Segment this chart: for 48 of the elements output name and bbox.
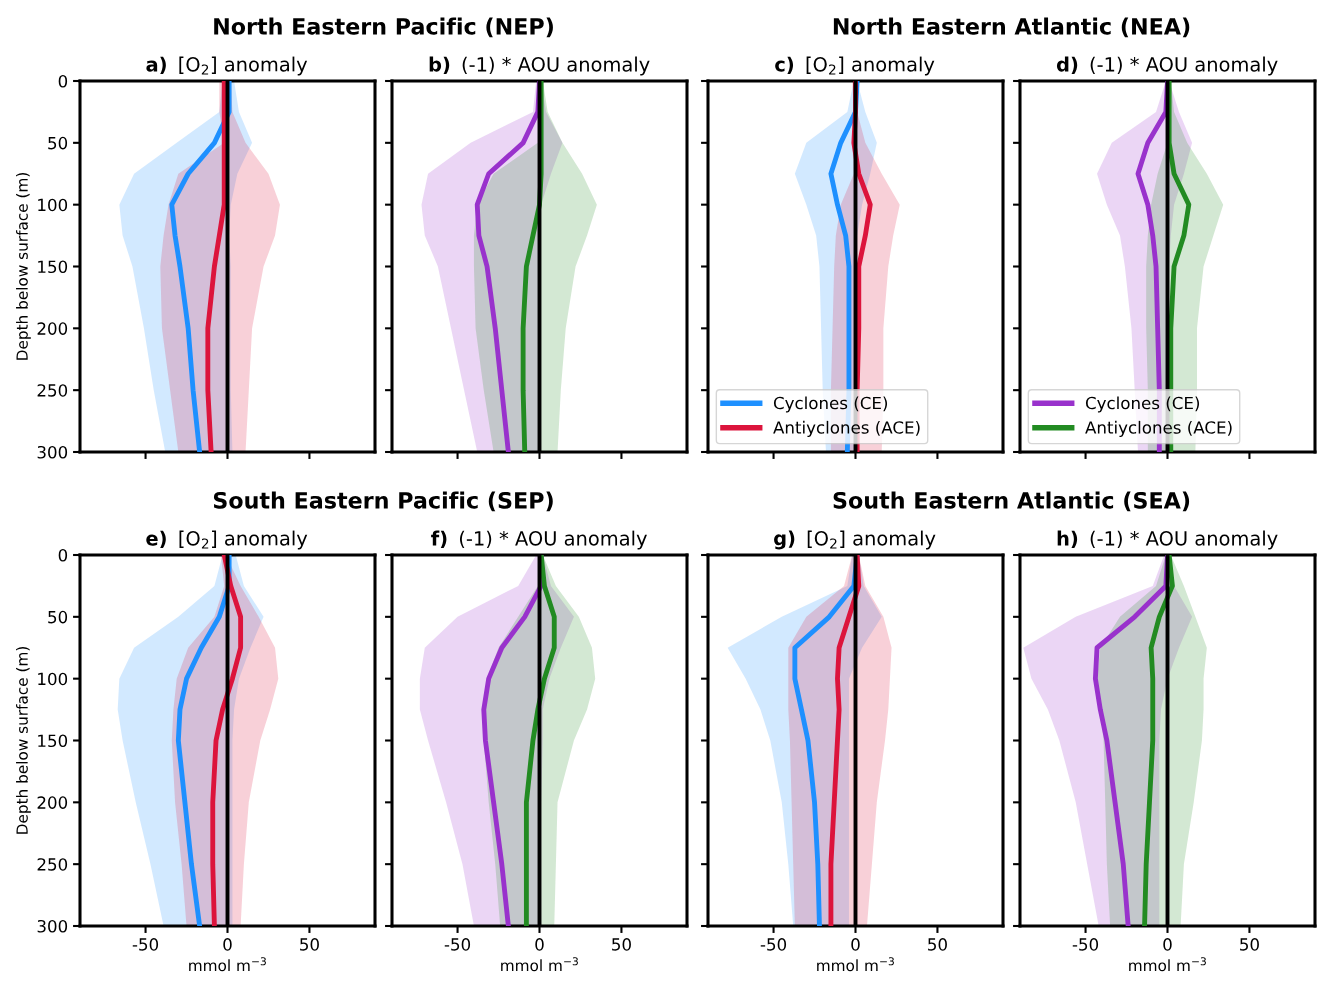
y-tick-label: 300 xyxy=(37,919,68,933)
y-tick-label: 200 xyxy=(37,796,68,809)
legend-label: Cyclones (CE) xyxy=(773,396,888,413)
x-tick-label: 0 xyxy=(535,938,544,951)
chart-subtitle: c) [O$_{2}$] anomaly xyxy=(775,56,935,76)
x-axis-title: mmol m$^{−3}$ xyxy=(1129,957,1206,972)
legend-label: Cyclones (CE) xyxy=(1085,396,1200,413)
y-tick-label: 300 xyxy=(37,445,68,459)
y-tick-label: 50 xyxy=(48,136,68,150)
chart-title: South Eastern Atlantic (SEA) xyxy=(833,491,1190,512)
x-axis-title: mmol m$^{−3}$ xyxy=(817,957,894,972)
y-axis-title: Depth below surface (m) xyxy=(16,173,31,360)
x-tick-label: 0 xyxy=(851,938,860,951)
x-axis-title: mmol m$^{−3}$ xyxy=(189,957,266,972)
x-tick-label: 50 xyxy=(612,938,631,951)
x-tick-label: -50 xyxy=(444,938,471,951)
x-tick-label: -50 xyxy=(132,938,159,951)
chart-subtitle: a) [O$_{2}$] anomaly xyxy=(146,56,308,76)
y-tick-label: 0 xyxy=(58,548,68,562)
x-tick-label: 0 xyxy=(1163,938,1172,951)
y-tick-label: 200 xyxy=(37,322,68,335)
chart-title: North Eastern Atlantic (NEA) xyxy=(833,17,1190,38)
chart-subtitle: g) [O$_{2}$] anomaly xyxy=(774,530,936,550)
y-tick-label: 100 xyxy=(38,672,68,686)
x-tick-label: -50 xyxy=(1072,938,1099,951)
y-tick-label: 250 xyxy=(37,858,68,871)
y-axis-title: Depth below surface (m) xyxy=(16,647,31,834)
chart-subtitle: d) (-1) * AOU anomaly xyxy=(1056,56,1278,76)
y-tick-label: 150 xyxy=(38,734,68,748)
legend-label: Antiyclones (ACE) xyxy=(1085,420,1232,437)
y-tick-label: 50 xyxy=(48,610,68,624)
y-tick-label: 0 xyxy=(58,74,68,88)
x-tick-label: 50 xyxy=(928,938,947,951)
x-tick-label: 50 xyxy=(300,938,319,951)
legend-label: Antiyclones (ACE) xyxy=(773,420,920,437)
chart-subtitle: b) (-1) * AOU anomaly xyxy=(429,56,650,76)
chart-subtitle: e) [O$_{2}$] anomaly xyxy=(146,530,308,550)
y-tick-label: 100 xyxy=(38,198,68,212)
x-axis-title: mmol m$^{−3}$ xyxy=(501,957,578,972)
chart-title: South Eastern Pacific (SEP) xyxy=(213,491,553,512)
x-tick-label: 0 xyxy=(223,938,232,951)
y-tick-label: 150 xyxy=(38,260,68,274)
chart-title: North Eastern Pacific (NEP) xyxy=(214,17,553,38)
chart-subtitle: f) (-1) * AOU anomaly xyxy=(431,530,647,550)
y-tick-label: 250 xyxy=(37,384,68,397)
x-tick-label: 50 xyxy=(1240,938,1259,951)
x-tick-label: -50 xyxy=(760,938,787,951)
chart-subtitle: h) (-1) * AOU anomaly xyxy=(1057,530,1278,550)
